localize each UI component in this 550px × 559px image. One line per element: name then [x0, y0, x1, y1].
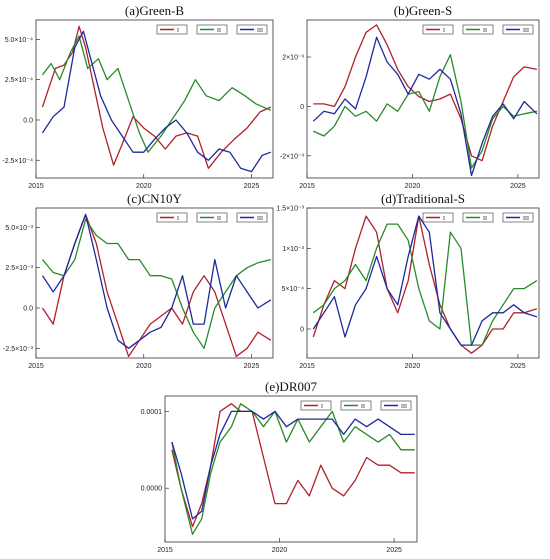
y-tick-label: 5×10⁻⁴ — [282, 286, 304, 293]
legend-item-III: III — [236, 212, 268, 223]
series-line-I — [41, 25, 272, 169]
legend-label: III — [257, 216, 263, 222]
plot-frame — [35, 19, 274, 179]
x-tick-label: 2015 — [157, 547, 173, 554]
legend-label: I — [321, 404, 323, 410]
y-tick-label: 5.0×10⁻³ — [5, 225, 33, 232]
x-tick-label: 2020 — [405, 183, 421, 190]
y-tick-label: 1.5×10⁻³ — [276, 206, 304, 213]
x-tick-label: 2020 — [272, 547, 288, 554]
panel-title: (b)Green-S — [394, 3, 452, 18]
legend-item-II: II — [196, 212, 228, 223]
legend-label: I — [177, 28, 179, 34]
legend-label: II — [217, 216, 221, 222]
chart-panel-1: (a)Green-B 2015 2020 2025 5.0×10⁻⁴ 2.5×10⁻⁴ 0.… — [2, 3, 274, 190]
legend-label: II — [217, 28, 221, 34]
x-tick-label: 2025 — [244, 363, 260, 370]
legend-label: III — [523, 28, 529, 34]
y-tick-label: 0 — [300, 104, 304, 111]
legend-label: I — [443, 216, 445, 222]
y-tick-label: 5.0×10⁻⁴ — [5, 37, 33, 44]
series-line-III — [171, 410, 415, 520]
y-tick-label: 0.0 — [23, 306, 33, 313]
x-tick-label: 2020 — [405, 363, 421, 370]
y-tick-label: 2×10⁻³ — [282, 55, 304, 62]
legend-item-II: II — [462, 24, 494, 35]
series-line-III — [312, 215, 538, 346]
plot-frame — [306, 19, 540, 179]
series-line-III — [312, 36, 538, 177]
legend-label: II — [483, 28, 487, 34]
panel-title: (e)DR007 — [265, 379, 317, 394]
legend-label: II — [361, 404, 365, 410]
legend-item-I: I — [300, 400, 332, 411]
series-line-II — [41, 35, 272, 153]
legend-item-III: III — [380, 400, 412, 411]
series-line-II — [41, 218, 271, 349]
plot-frame — [35, 207, 274, 359]
plot-frame — [164, 395, 418, 543]
x-tick-label: 2025 — [386, 547, 402, 554]
panel-title: (c)CN10Y — [127, 191, 182, 206]
y-tick-label: -2.5×10⁻⁴ — [2, 158, 33, 165]
panel-title: (d)Traditional-S — [381, 191, 465, 206]
chart-panel-3: (c)CN10Y 2015 2020 2025 5.0×10⁻³ 2.5×10⁻³ 0.0 -… — [3, 191, 274, 370]
panel-title: (a)Green-B — [125, 3, 185, 18]
legend-label: I — [443, 28, 445, 34]
legend-item-II: II — [196, 24, 228, 35]
legend-item-I: I — [156, 24, 188, 35]
y-tick-label: 2.5×10⁻³ — [5, 265, 33, 272]
legend-label: III — [523, 216, 529, 222]
y-tick-label: 0.0 — [23, 117, 33, 124]
series-line-III — [41, 30, 272, 173]
x-tick-label: 2015 — [299, 363, 315, 370]
y-tick-label: 0.0001 — [141, 409, 163, 416]
x-tick-label: 2020 — [136, 183, 152, 190]
series-line-I — [313, 24, 538, 162]
series-line-I — [41, 213, 272, 358]
chart-panel-4: (d)Traditional-S 2015 2020 2025 1.5×10⁻³ 1×10… — [276, 191, 540, 370]
x-tick-label: 2020 — [136, 363, 152, 370]
y-tick-label: -2.5×10⁻³ — [3, 346, 34, 353]
x-tick-label: 2015 — [299, 183, 315, 190]
series-line-II — [313, 53, 538, 169]
y-tick-label: 1×10⁻³ — [282, 246, 304, 253]
y-tick-label: -2×10⁻³ — [280, 153, 305, 160]
y-tick-label: 0.0000 — [141, 486, 163, 493]
x-tick-label: 2015 — [28, 183, 44, 190]
series-line-II — [171, 403, 415, 535]
x-tick-label: 2025 — [510, 363, 526, 370]
x-tick-label: 2015 — [28, 363, 44, 370]
x-tick-label: 2025 — [244, 183, 260, 190]
legend-item-III: III — [502, 212, 534, 223]
legend-item-I: I — [422, 24, 454, 35]
legend-item-III: III — [236, 24, 268, 35]
x-tick-label: 2025 — [510, 183, 526, 190]
legend-label: II — [483, 216, 487, 222]
legend-item-I: I — [422, 212, 454, 223]
y-tick-label: 2.5×10⁻⁴ — [5, 77, 33, 84]
y-tick-label: 0 — [300, 326, 304, 333]
legend-item-II: II — [462, 212, 494, 223]
legend-label: III — [401, 404, 407, 410]
plot-frame — [306, 207, 540, 359]
legend-item-III: III — [502, 24, 534, 35]
series-line-III — [41, 213, 272, 349]
series-line-I — [312, 215, 538, 354]
legend-item-II: II — [340, 400, 372, 411]
legend-item-I: I — [156, 212, 188, 223]
legend-label: III — [257, 28, 263, 34]
legend-label: I — [177, 216, 179, 222]
